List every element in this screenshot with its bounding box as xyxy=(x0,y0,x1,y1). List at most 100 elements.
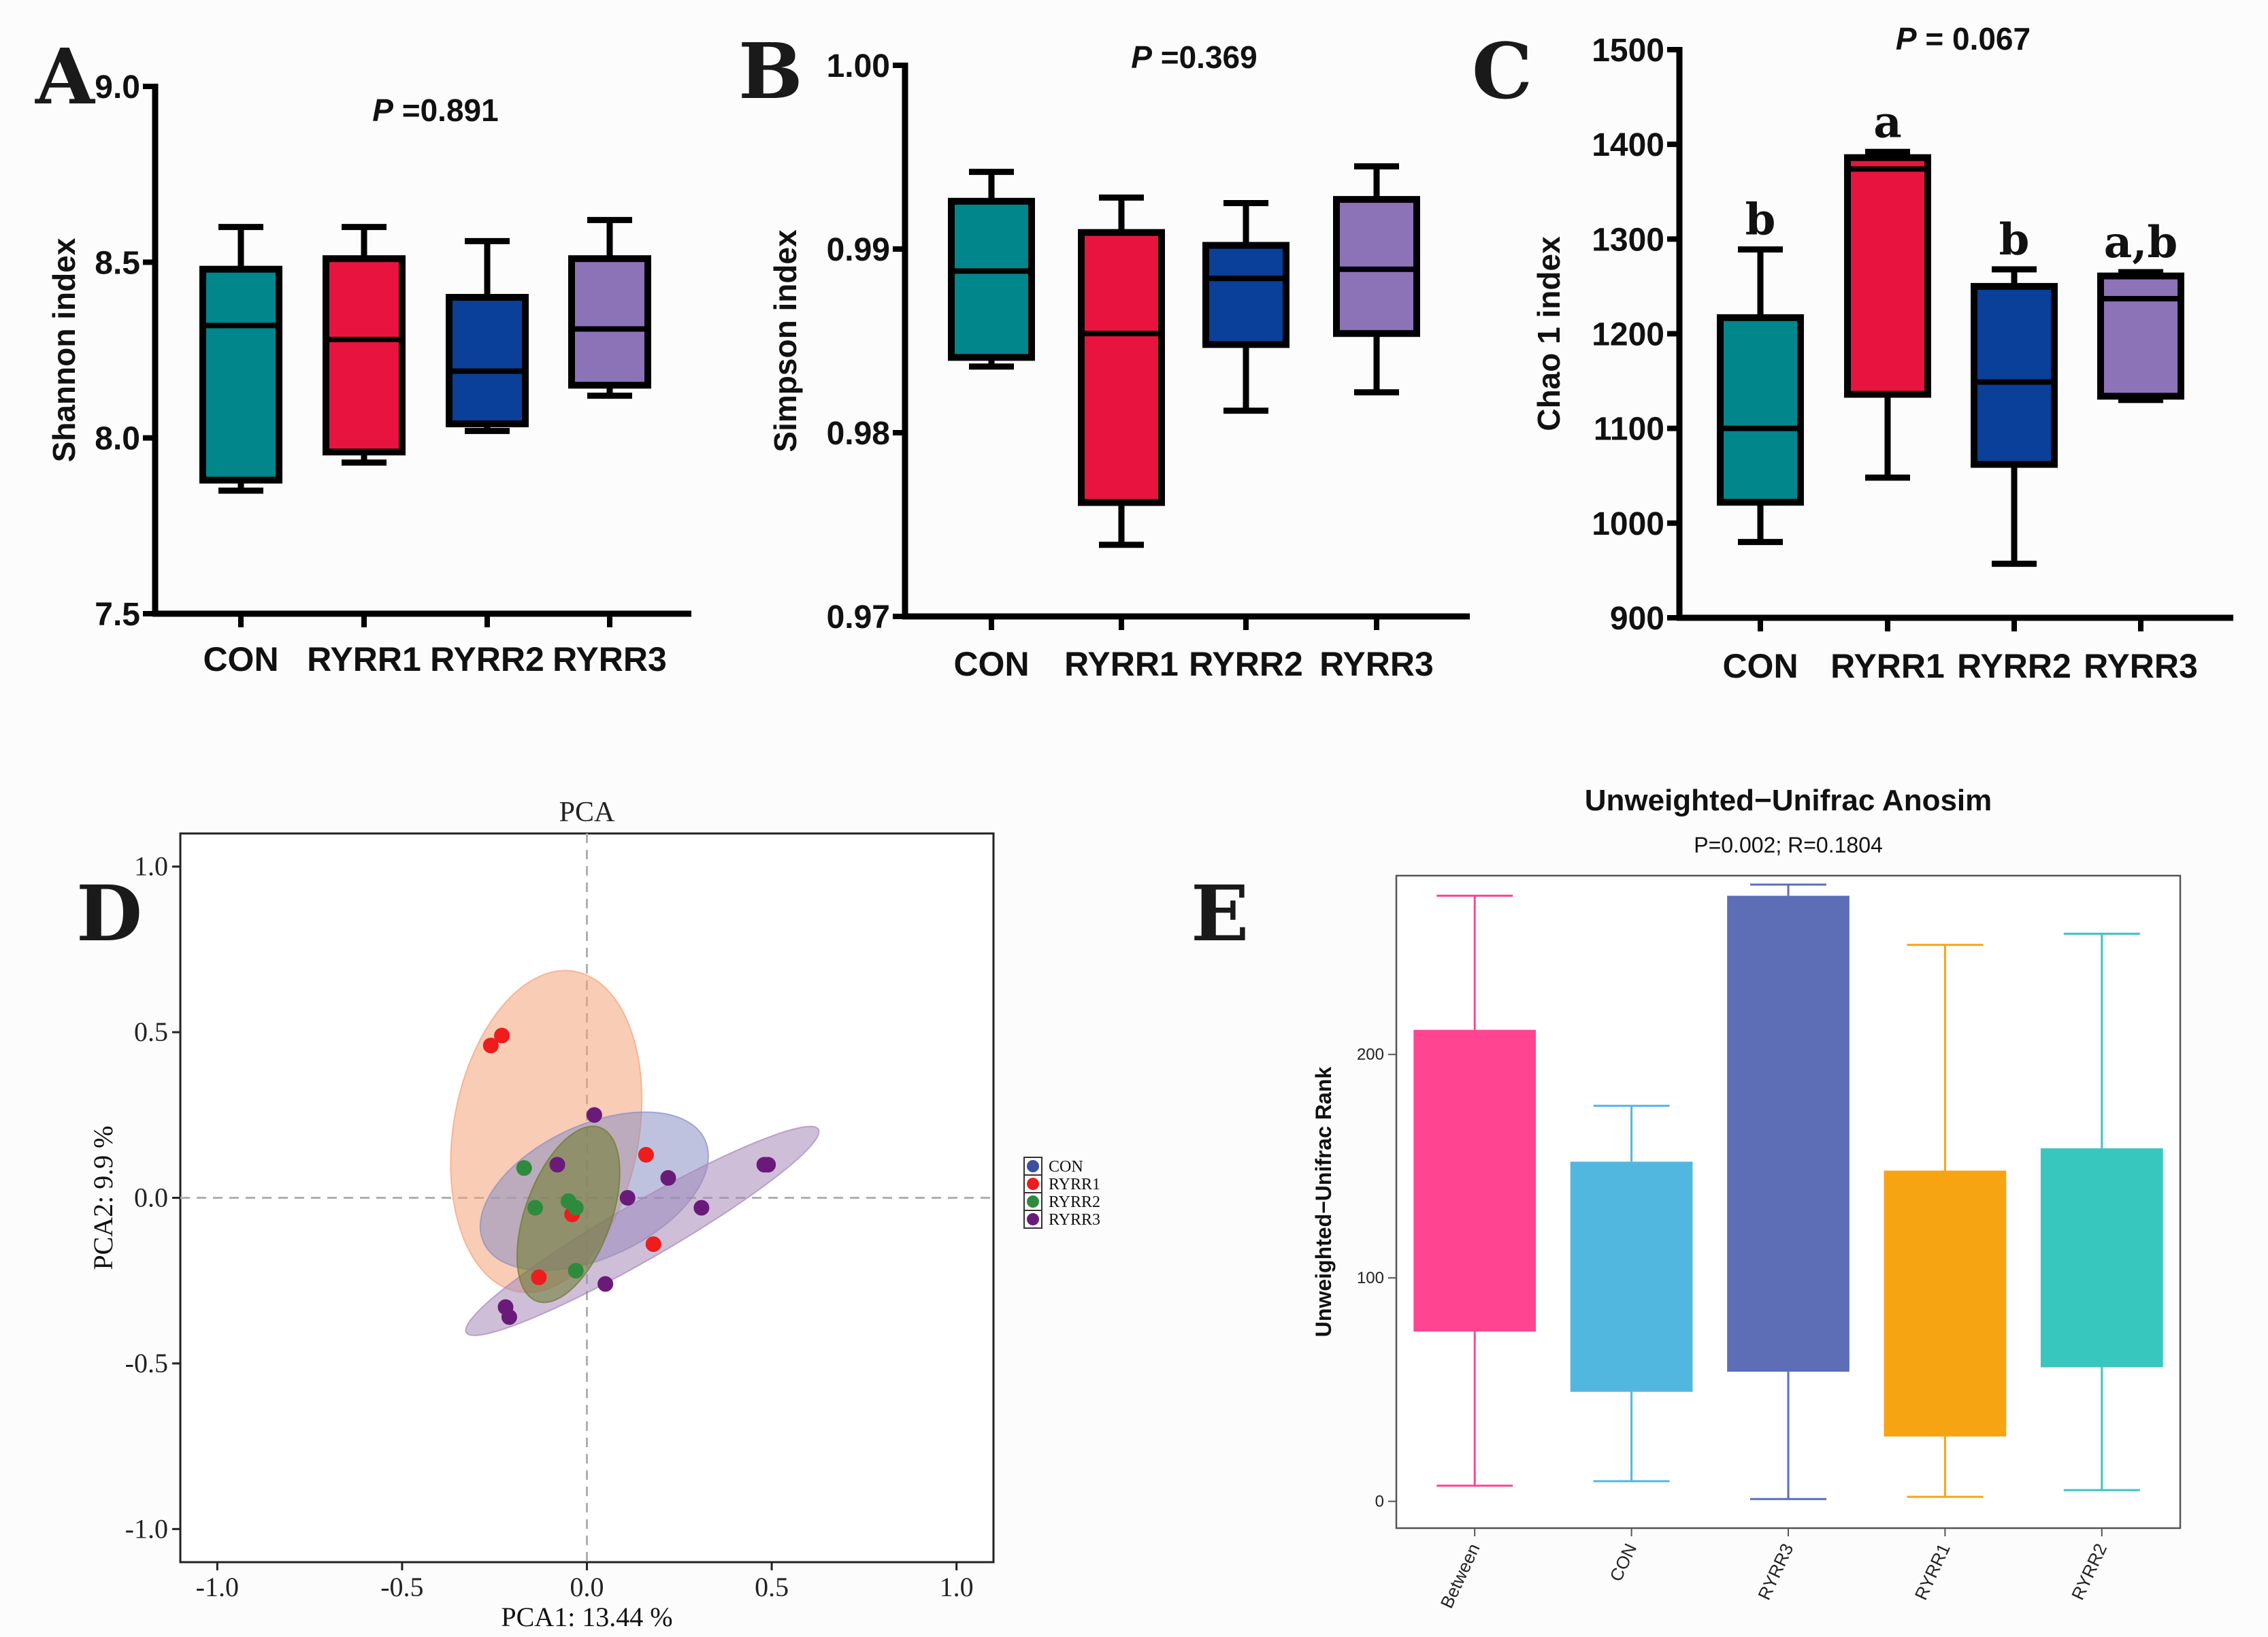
box-ryrr3 xyxy=(1333,196,1420,337)
x-tick-label: -0.5 xyxy=(380,1572,423,1602)
panel-letter-c: C xyxy=(1472,27,1532,116)
point-ryrr2 xyxy=(516,1160,532,1176)
point-ryrr3 xyxy=(597,1276,614,1292)
x-category-label-ryrr3: RYRR3 xyxy=(1754,1540,1797,1603)
x-tick-label: -1.0 xyxy=(196,1572,239,1602)
panel-letter-d: D xyxy=(76,870,142,959)
box-ryrr3 xyxy=(568,255,651,389)
point-ryrr3 xyxy=(693,1200,710,1216)
x-category-label-ryrr1: RYRR1 xyxy=(1911,1540,1954,1603)
x-category-label-ryrr1: RYRR1 xyxy=(1064,645,1179,683)
y-tick-label: 0.0 xyxy=(134,1183,168,1213)
y-tick-label: 1300 xyxy=(1592,222,1664,258)
x-category-label-ryrr1: RYRR1 xyxy=(307,640,421,678)
legend-label-ryrr3: RYRR3 xyxy=(1049,1211,1100,1229)
y-tick-label: 1400 xyxy=(1592,127,1664,163)
panel-b-boxplot: 0.97 0.98 0.99 1.00 Simpson index P =0.369 CON… xyxy=(768,39,1470,683)
x-category-label-con: CON xyxy=(1722,647,1798,685)
box-con xyxy=(1717,314,1804,506)
y-tick-label: 0.5 xyxy=(134,1016,168,1047)
x-tick-label: 0.0 xyxy=(570,1572,604,1602)
plot-subtitle: P=0.002; R=0.1804 xyxy=(1694,833,1883,857)
p-value: =0.891 xyxy=(393,93,499,128)
box-between xyxy=(1413,1029,1536,1332)
box-ryrr1 xyxy=(1078,229,1165,506)
box-ryrr2 xyxy=(2040,1148,2163,1368)
x-category-label-ryrr3: RYRR3 xyxy=(2084,647,2198,685)
p-value-annotation: P = 0.067 xyxy=(1896,21,2031,56)
y-tick-label: 200 xyxy=(1357,1046,1384,1064)
point-ryrr3 xyxy=(619,1190,636,1206)
x-axis-title: PCA1: 13.44 % xyxy=(501,1602,672,1632)
p-value-annotation: P =0.369 xyxy=(1131,39,1257,75)
x-category-label-con: CON xyxy=(1605,1540,1641,1585)
y-tick-label: 1100 xyxy=(1594,412,1664,448)
x-category-label-ryrr3: RYRR3 xyxy=(1319,645,1434,683)
box-ryrr3 xyxy=(1727,895,1850,1372)
y-axis-title: PCA2: 9.9 % xyxy=(88,1125,118,1270)
legend-label-ryrr1: RYRR1 xyxy=(1049,1176,1100,1193)
box-ryrr2 xyxy=(1202,242,1289,348)
y-tick-label: 9.0 xyxy=(95,69,140,105)
panel-d-pca-scatter: PCA -1.0 -0.5 0.0 0.5 1.0 -1.0 -0.5 0.0 0.5 1.0 PCA… xyxy=(88,797,1100,1632)
point-ryrr1 xyxy=(645,1236,661,1253)
p-symbol: P xyxy=(372,93,393,128)
x-category-label-ryrr2: RYRR2 xyxy=(1189,645,1303,683)
x-category-label-ryrr2: RYRR2 xyxy=(1957,647,2071,685)
x-category-label-ryrr2: RYRR2 xyxy=(2067,1540,2111,1603)
panel-letter-a: A xyxy=(35,33,96,122)
y-tick-label: 1.0 xyxy=(134,851,168,882)
point-ryrr1 xyxy=(494,1027,510,1044)
y-tick-label: 100 xyxy=(1357,1269,1384,1287)
y-tick-label: 7.5 xyxy=(95,597,140,633)
y-axis-title: Simpson index xyxy=(768,229,803,452)
legend-label-con: CON xyxy=(1049,1158,1083,1176)
x-category-label-ryrr1: RYRR1 xyxy=(1830,647,1945,685)
y-tick-label: 1500 xyxy=(1592,33,1664,69)
panel-letter-e: E xyxy=(1191,870,1249,959)
p-value-annotation: P =0.891 xyxy=(372,93,498,128)
panel-letter-b: B xyxy=(738,27,803,116)
significance-letter-ryrr1: a xyxy=(1873,97,1901,148)
box-ryrr2 xyxy=(1971,282,2058,468)
y-tick-label: -0.5 xyxy=(125,1348,168,1378)
point-ryrr1 xyxy=(638,1146,654,1163)
y-tick-label: 1.00 xyxy=(827,48,890,84)
point-ryrr3 xyxy=(660,1170,676,1186)
y-tick-label: 0.99 xyxy=(827,232,890,268)
point-ryrr2 xyxy=(568,1200,584,1216)
panel-e-anosim-boxplot: Unweighted−Unifrac Anosim P=0.002; R=0.18… xyxy=(1311,784,2182,1611)
p-symbol: P xyxy=(1131,39,1152,75)
x-category-label-ryrr3: RYRR3 xyxy=(553,640,667,678)
point-ryrr3 xyxy=(549,1157,565,1173)
box-ryrr2 xyxy=(446,294,529,427)
x-category-label-con: CON xyxy=(953,645,1029,683)
point-ryrr3 xyxy=(756,1157,772,1173)
plot-title: Unweighted−Unifrac Anosim xyxy=(1585,784,1992,817)
y-tick-label: 1200 xyxy=(1592,317,1664,353)
y-axis-title: Chao 1 index xyxy=(1531,236,1566,431)
point-ryrr3 xyxy=(501,1309,517,1325)
legend-label-ryrr2: RYRR2 xyxy=(1049,1193,1100,1211)
x-tick-label: 1.0 xyxy=(940,1572,974,1602)
y-tick-label: -1.0 xyxy=(125,1513,168,1544)
point-ryrr1 xyxy=(482,1038,499,1054)
plot-title: PCA xyxy=(559,797,615,828)
y-tick-label: 8.0 xyxy=(95,421,140,457)
box-ryrr1 xyxy=(1844,154,1931,398)
p-value: = 0.067 xyxy=(1917,21,2031,56)
point-ryrr3 xyxy=(586,1107,602,1123)
y-axis-title: Unweighted−Unifrac Rank xyxy=(1311,1067,1336,1338)
y-tick-label: 900 xyxy=(1610,601,1664,637)
panel-a-boxplot: 7.5 8.0 8.5 9.0 Shannon index P =0.891 CON RYRR… xyxy=(46,69,691,678)
y-axis-title: Shannon index xyxy=(46,237,82,462)
panel-c-boxplot: 900 1000 1100 1200 1300 1400 1500 Chao 1 index P… xyxy=(1531,21,2233,685)
box-ryrr1 xyxy=(1884,1170,2007,1437)
box-con xyxy=(948,197,1035,361)
box-ryrr1 xyxy=(323,255,406,456)
x-category-label-ryrr2: RYRR2 xyxy=(430,640,544,678)
box-ryrr3 xyxy=(2097,272,2184,400)
legend-key-ryrr1 xyxy=(1027,1178,1039,1190)
y-tick-label: 1000 xyxy=(1592,506,1664,542)
